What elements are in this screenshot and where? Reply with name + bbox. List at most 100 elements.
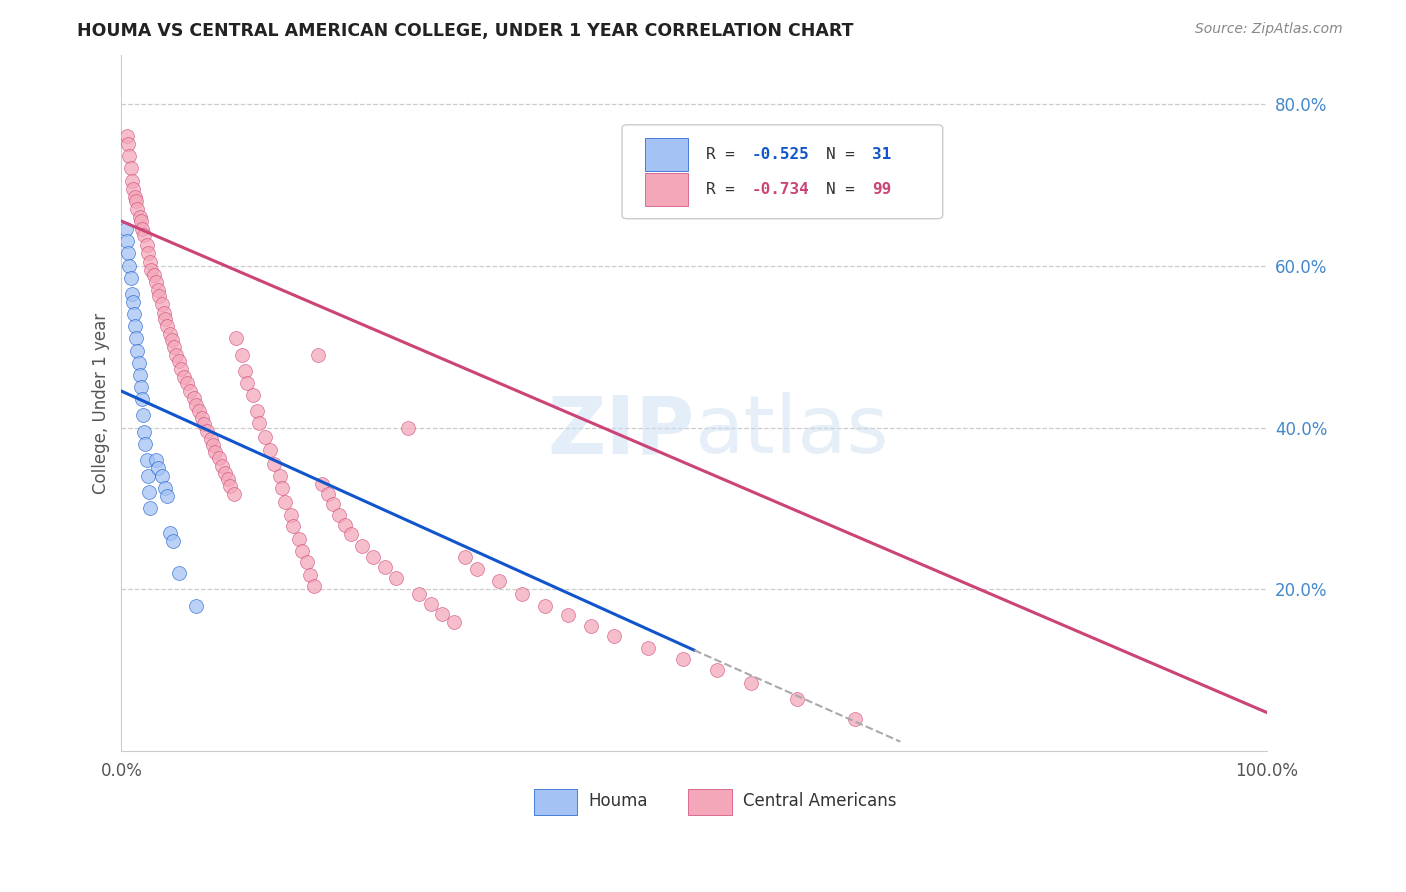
Point xyxy=(156,489,179,503)
Point xyxy=(138,485,160,500)
FancyBboxPatch shape xyxy=(621,125,943,219)
Text: 99: 99 xyxy=(872,182,891,197)
Point xyxy=(184,599,207,613)
Point xyxy=(162,533,184,548)
Point xyxy=(156,318,179,333)
Point xyxy=(167,566,190,581)
Point xyxy=(134,425,156,439)
Point xyxy=(122,307,145,321)
Text: R =: R = xyxy=(706,147,744,162)
Point xyxy=(236,376,259,390)
Point xyxy=(274,495,297,509)
Point xyxy=(204,445,226,459)
Point xyxy=(247,417,270,431)
Point xyxy=(534,599,557,613)
Point xyxy=(148,289,170,303)
Point xyxy=(153,312,176,326)
Point xyxy=(246,404,269,418)
Point xyxy=(141,262,163,277)
Point xyxy=(115,235,138,249)
Point xyxy=(219,479,242,493)
Point xyxy=(139,501,162,516)
Point xyxy=(146,283,169,297)
Point xyxy=(295,555,318,569)
Point xyxy=(208,451,231,466)
Text: Houma: Houma xyxy=(589,792,648,811)
Point xyxy=(120,161,142,176)
Point xyxy=(124,190,146,204)
Point xyxy=(127,202,149,216)
Point xyxy=(512,586,534,600)
Point xyxy=(270,481,292,495)
Point xyxy=(127,343,149,358)
Point xyxy=(184,398,207,412)
Point xyxy=(163,340,186,354)
Point xyxy=(844,712,866,726)
Bar xyxy=(645,138,689,171)
Point xyxy=(179,384,201,398)
Point xyxy=(118,259,141,273)
Point xyxy=(159,326,181,341)
Bar xyxy=(534,789,578,815)
Point xyxy=(176,376,198,390)
Point xyxy=(488,574,510,589)
Point xyxy=(557,608,579,623)
Point xyxy=(396,420,419,434)
Point xyxy=(222,487,245,501)
Point xyxy=(129,214,152,228)
Point xyxy=(167,354,190,368)
Point xyxy=(188,404,211,418)
Point xyxy=(193,417,215,432)
Point xyxy=(136,246,159,260)
Point xyxy=(134,436,156,450)
Point xyxy=(408,586,430,600)
Point xyxy=(333,517,356,532)
Point xyxy=(136,469,159,483)
Point xyxy=(322,498,344,512)
Text: -0.525: -0.525 xyxy=(751,147,810,162)
Point xyxy=(706,664,728,678)
Point xyxy=(128,368,150,382)
Point xyxy=(170,362,193,376)
Point xyxy=(131,222,153,236)
Point xyxy=(135,238,157,252)
Point xyxy=(280,508,302,522)
Text: Central Americans: Central Americans xyxy=(744,792,897,811)
Point xyxy=(200,432,222,446)
Point xyxy=(135,453,157,467)
Point xyxy=(579,619,602,633)
Y-axis label: College, Under 1 year: College, Under 1 year xyxy=(93,313,110,494)
Point xyxy=(142,268,165,283)
Point xyxy=(159,525,181,540)
Point xyxy=(195,424,218,438)
Point xyxy=(150,469,173,483)
Point xyxy=(454,550,477,565)
Point xyxy=(128,210,150,224)
Point xyxy=(120,270,142,285)
Point xyxy=(121,287,143,301)
Point xyxy=(134,227,156,242)
Point xyxy=(115,129,138,144)
Point xyxy=(242,388,264,402)
Point xyxy=(117,246,139,260)
Point xyxy=(231,348,253,362)
Point xyxy=(419,597,441,611)
Point xyxy=(160,333,183,347)
Point xyxy=(125,331,148,345)
Text: -0.734: -0.734 xyxy=(751,182,810,197)
Point xyxy=(259,443,281,458)
Point xyxy=(465,562,488,576)
Point xyxy=(302,579,325,593)
Point xyxy=(122,182,145,196)
Point xyxy=(145,453,167,467)
Point xyxy=(363,550,385,565)
Point xyxy=(128,356,150,370)
Point xyxy=(132,409,155,423)
Point xyxy=(117,137,139,152)
Text: N =: N = xyxy=(825,182,865,197)
Point xyxy=(263,457,285,471)
Point xyxy=(786,691,808,706)
Point xyxy=(214,466,236,480)
Text: Source: ZipAtlas.com: Source: ZipAtlas.com xyxy=(1195,22,1343,37)
Point xyxy=(603,629,626,643)
